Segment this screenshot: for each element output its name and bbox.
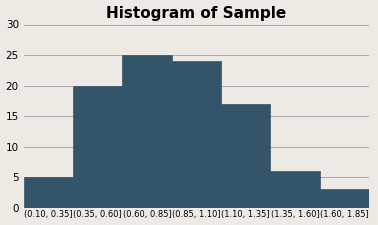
Bar <box>73 86 122 208</box>
Bar <box>122 55 172 208</box>
Bar <box>221 104 270 208</box>
Title: Histogram of Sample: Histogram of Sample <box>106 6 287 20</box>
Bar <box>320 189 369 208</box>
Bar <box>270 171 320 208</box>
Bar <box>24 177 73 208</box>
Bar <box>172 61 221 208</box>
